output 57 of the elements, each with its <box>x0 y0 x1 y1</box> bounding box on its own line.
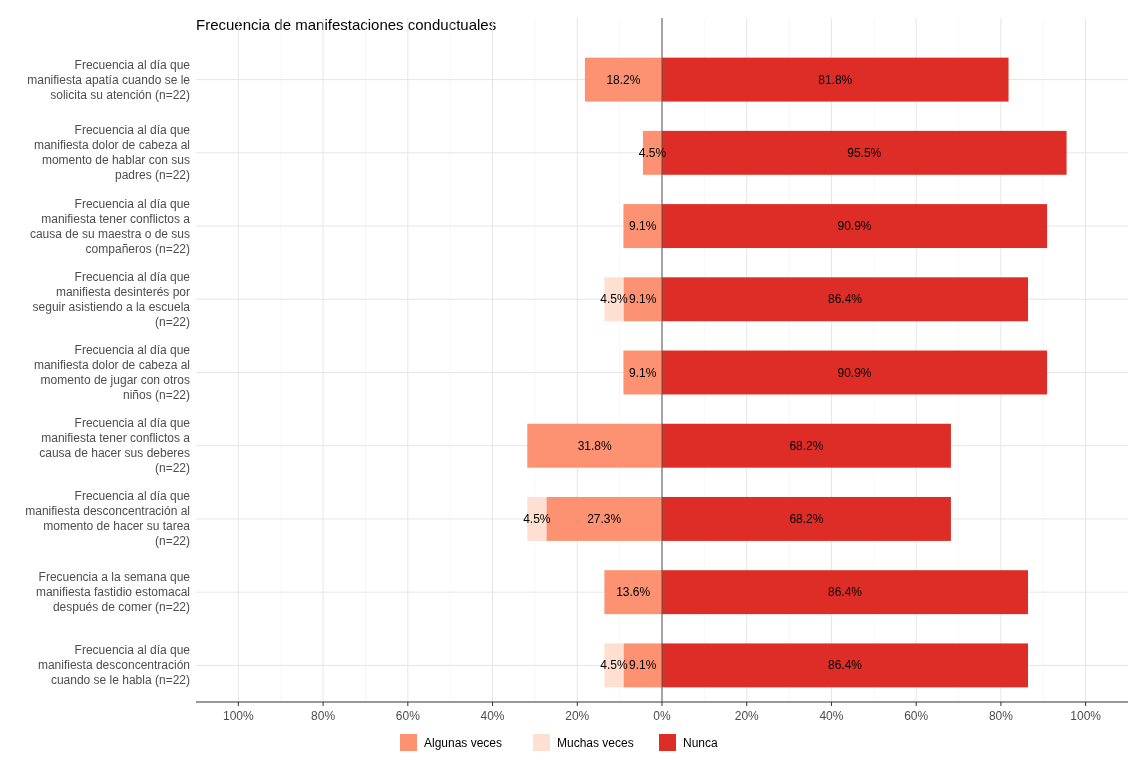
y-tick-label: Frecuencia al día que manifiesta desinterés por seguir asistiendo a la escuela (n=22) <box>32 269 191 329</box>
bar <box>623 204 662 249</box>
y-tick-label: Frecuencia a la semana que manifiesta fastidio estomacal después de comer (n=22) <box>35 570 191 615</box>
bar <box>662 277 1029 322</box>
y-tick-label: Frecuencia al día que manifiesta apatía cuando se le solicita su atención (n=22) <box>27 57 191 102</box>
data-label: 90.9% <box>837 365 872 380</box>
x-tick-label: 60% <box>395 709 421 723</box>
data-label: 13.6% <box>616 585 651 600</box>
x-tick-label: 100% <box>223 709 255 723</box>
chart-title: Frecuencia de manifestaciones conductuales <box>196 16 497 33</box>
x-tick-label: 40% <box>480 709 505 723</box>
data-label: 95.5% <box>847 145 882 160</box>
x-tick-label: 80% <box>988 709 1014 723</box>
y-tick-label: Frecuencia al día que manifiesta dolor de cabeza al momento de jugar con otros niños (n=22) <box>33 343 191 402</box>
bar <box>662 496 951 541</box>
data-label: 86.4% <box>828 658 863 673</box>
data-label: 9.1% <box>629 658 657 673</box>
data-label: 9.1% <box>629 219 657 234</box>
data-label: 9.1% <box>629 292 657 307</box>
x-tick-label: 40% <box>819 709 844 723</box>
bar <box>527 423 662 468</box>
data-label: 4.5% <box>638 145 667 160</box>
y-tick-label: Frecuencia al día que manifiesta desconcentración cuando se le habla (n=22) <box>37 643 191 688</box>
data-label: 90.9% <box>837 219 872 234</box>
data-label: 68.2% <box>789 438 824 453</box>
data-label: 4.5% <box>523 511 551 526</box>
y-tick-label: Frecuencia al día que manifiesta dolor de cabeza al momento de hablar con sus padres (n=22) <box>33 123 191 183</box>
data-label: 4.5% <box>600 658 628 673</box>
data-label: 81.8% <box>818 72 853 87</box>
legend-label: Nunca <box>683 736 719 750</box>
bar <box>662 204 1048 249</box>
x-tick-label: 20% <box>734 709 760 723</box>
legend-label: Muchas veces <box>557 736 634 750</box>
bar <box>662 57 1009 102</box>
data-label: 86.4% <box>828 585 863 600</box>
data-label: 18.2% <box>606 72 641 87</box>
bar <box>662 423 951 468</box>
x-tick-label: 0% <box>653 709 671 723</box>
bar <box>584 57 662 102</box>
data-label: 31.8% <box>577 438 612 453</box>
x-tick-label: 20% <box>565 709 590 723</box>
data-label: 86.4% <box>828 292 863 307</box>
x-tick-label: 60% <box>904 709 929 723</box>
legend-label: Algunas veces <box>424 736 503 750</box>
data-label: 68.2% <box>789 511 824 526</box>
x-tick-label: 100% <box>1070 709 1102 723</box>
data-label: 9.1% <box>629 365 657 380</box>
y-tick-label: Frecuencia al día que manifiesta tener conflictos a causa de su maestra o de sus compañeros (n=22) <box>29 196 191 256</box>
x-tick-label: 80% <box>311 709 336 723</box>
bar <box>604 570 662 615</box>
bar <box>662 570 1029 615</box>
data-label: 27.3% <box>587 511 622 526</box>
bar <box>662 350 1048 395</box>
bar <box>662 643 1029 688</box>
y-tick-label: Frecuencia al día que manifiesta desconcentración al momento de hacer su tarea (n=22) <box>25 489 191 549</box>
y-tick-label: Frecuencia al día que manifiesta tener conflictos a causa de hacer sus deberes (n=22) <box>39 416 191 476</box>
data-label: 4.5% <box>600 292 628 307</box>
